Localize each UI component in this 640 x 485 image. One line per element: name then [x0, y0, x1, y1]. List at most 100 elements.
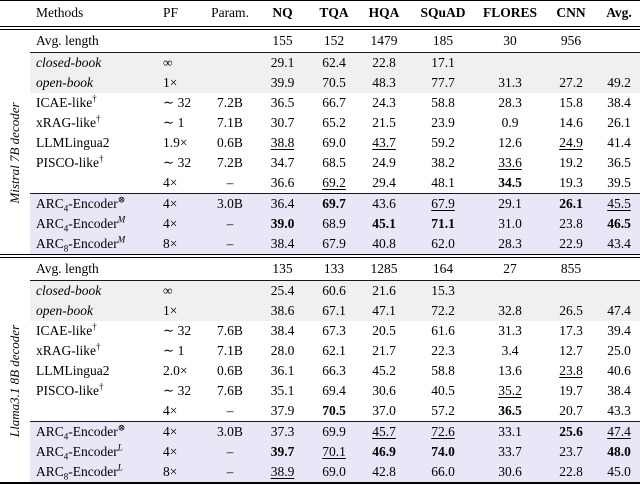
- table-row: ARC4-Encoder⊗ 4× 3.0B 36.4 69.7 43.6 67.9 29.1 2…: [0, 193, 640, 214]
- column-header-tqa: TQA: [310, 0, 358, 27]
- value-cell-nq: 36.4: [255, 193, 310, 214]
- value-cell-nq: 30.7: [270, 114, 295, 130]
- rule-bottom: [0, 482, 640, 485]
- method-cell: PISCO-like†: [30, 153, 160, 173]
- value-cell-flores: 28.3: [476, 234, 544, 255]
- value-cell-cnn: 12.7: [559, 342, 583, 358]
- value-cell-tqa: 70.5: [310, 73, 358, 93]
- method-name: -Encoder: [68, 235, 118, 251]
- param-cell: –: [205, 234, 255, 255]
- avg-length-value-squad: 185: [410, 29, 476, 53]
- value-cell-tqa: 70.1: [310, 442, 358, 462]
- param-cell: 7.2B: [217, 154, 243, 170]
- value-cell-avg: 43.4: [598, 234, 640, 255]
- method-cell: closed-book: [30, 52, 160, 73]
- rule-bottom-line: [0, 482, 640, 485]
- pf-cell: 4×: [160, 193, 205, 214]
- value-cell-flores: 30.6: [476, 462, 544, 483]
- pf-cell: ∼ 1: [163, 342, 185, 358]
- method-name: ARC: [36, 195, 64, 211]
- method-name: ARC: [36, 443, 64, 459]
- value-cell-cnn: 15.8: [559, 94, 583, 110]
- method-cell: xRAG-like†: [30, 341, 160, 361]
- value-cell-nq: 35.1: [270, 382, 295, 398]
- value-cell-avg: 39.4: [607, 322, 631, 338]
- value-cell-tqa: 66.3: [322, 362, 346, 378]
- param-cell: 3.0B: [205, 193, 255, 214]
- method-cell: ICAE-like†: [30, 321, 160, 341]
- param-cell: 7.6B: [217, 382, 243, 398]
- value-cell-hqa: 22.8: [358, 52, 410, 73]
- method-superscript: †: [99, 153, 104, 164]
- method-name: PISCO-like: [36, 382, 100, 398]
- table-row: LLMLingua2 2.0× 0.6B 36.1 66.3 45.2 58.8 13.6 23…: [0, 361, 640, 381]
- value-cell-avg: 47.4: [598, 421, 640, 442]
- param-cell: [205, 73, 255, 93]
- table-row: PISCO-like† ∼ 32 7.6B 35.1 69.4 30.6 40.5 35.2 1…: [0, 381, 640, 401]
- value-cell-avg: 26.1: [607, 114, 631, 130]
- avg-length-value-flores: 30: [476, 29, 544, 53]
- value-cell-squad: 72.2: [410, 301, 476, 321]
- param-cell: 7.2B: [217, 94, 243, 110]
- value-cell-nq: 37.3: [255, 421, 310, 442]
- method-superscript: ⊗: [117, 422, 126, 433]
- column-header-cnn: CNN: [544, 0, 598, 27]
- value-cell-squad: 71.1: [410, 214, 476, 234]
- column-header-nq: NQ: [255, 0, 310, 27]
- pf-cell: 2.0×: [163, 362, 188, 378]
- value-cell-flores: 36.5: [498, 402, 522, 418]
- method-name: ARC: [36, 423, 64, 439]
- param-cell: 0.6B: [217, 362, 243, 378]
- value-cell-avg: 40.6: [607, 362, 631, 378]
- method-subscript: 8: [63, 471, 69, 482]
- value-cell-squad: 67.9: [410, 193, 476, 214]
- avg-length-label: Avg. length: [30, 29, 160, 53]
- method-subscript: 4: [63, 431, 69, 442]
- table-row: 4× – 37.9 70.5 37.0 57.2 36.5 20.7 43.3: [0, 401, 640, 422]
- method-superscript: †: [96, 113, 101, 124]
- table-row: PISCO-like† ∼ 32 7.2B 34.7 68.5 24.9 38.2 33.6 1…: [0, 153, 640, 173]
- value-cell-cnn: 22.8: [544, 462, 598, 483]
- table-row: ARC4-Encoder⊗ 4× 3.0B 37.3 69.9 45.7 72.6 33.1 2…: [0, 421, 640, 442]
- value-cell-cnn: 20.7: [559, 402, 583, 418]
- column-header-param: Param.: [205, 0, 255, 27]
- value-cell-hqa: 21.5: [372, 114, 396, 130]
- value-cell-avg: 36.5: [607, 154, 631, 170]
- value-cell-tqa: 66.7: [322, 94, 346, 110]
- param-cell: –: [226, 402, 234, 418]
- param-cell: –: [205, 442, 255, 462]
- value-cell-squad: 48.1: [431, 174, 455, 190]
- value-cell-flores: 33.6: [498, 154, 522, 170]
- method-superscript: †: [96, 341, 101, 352]
- method-cell: [30, 173, 160, 194]
- param-cell: 7.1B: [217, 342, 243, 358]
- value-cell-flores: 34.5: [498, 174, 522, 190]
- value-cell-cnn: 23.8: [559, 362, 583, 378]
- value-cell-cnn: [544, 280, 598, 301]
- value-cell-cnn: 25.6: [544, 421, 598, 442]
- rule-double: [0, 26, 640, 30]
- value-cell-cnn: 19.2: [559, 154, 583, 170]
- value-cell-tqa: 67.3: [322, 322, 346, 338]
- value-cell-squad: 22.3: [431, 342, 455, 358]
- method-cell: ARC4-Encoder⊗: [30, 193, 160, 214]
- value-cell-hqa: 21.6: [358, 280, 410, 301]
- value-cell-tqa: 69.2: [322, 174, 346, 190]
- value-cell-hqa: 45.1: [358, 214, 410, 234]
- param-cell: 3.0B: [205, 421, 255, 442]
- table-row: 4× – 36.6 69.2 29.4 48.1 34.5 19.3 39.5: [0, 173, 640, 194]
- method-name: LLMLingua2: [36, 134, 110, 150]
- table-row: ARC8-EncoderM 8× –38.4 67.9 40.8 62.0 28.3 22.9…: [0, 234, 640, 255]
- method-superscript: †: [92, 321, 97, 332]
- avg-length-value-hqa: 1479: [358, 29, 410, 53]
- value-cell-avg: 48.0: [598, 442, 640, 462]
- value-cell-avg: [598, 280, 640, 301]
- value-cell-hqa: 24.3: [372, 94, 396, 110]
- value-cell-nq: 28.0: [270, 342, 295, 358]
- param-cell: –: [205, 462, 255, 483]
- method-name: ARC: [36, 463, 64, 479]
- gutter-cell: [0, 0, 30, 27]
- pf-cell: 4×: [160, 442, 205, 462]
- pf-cell: 8×: [160, 234, 205, 255]
- value-cell-tqa: 69.7: [310, 193, 358, 214]
